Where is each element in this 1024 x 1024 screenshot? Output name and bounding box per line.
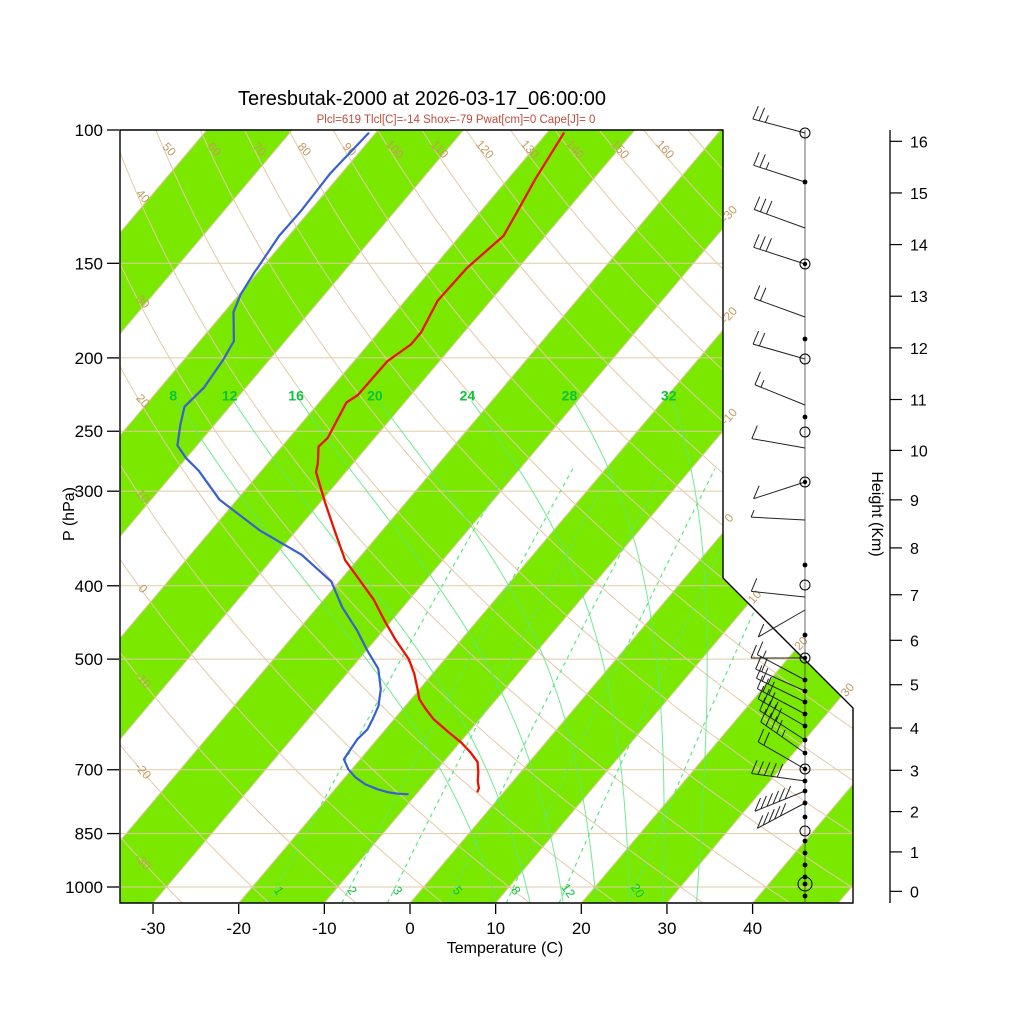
svg-text:3: 3 — [910, 763, 919, 780]
svg-text:30: 30 — [657, 919, 676, 938]
svg-text:200: 200 — [75, 349, 103, 368]
svg-text:20: 20 — [628, 881, 647, 900]
axes: -30 -20 -10 0 10 20 30 401001502002503004005007… — [65, 121, 928, 938]
chart-subtitle: Plcl=619 Tlcl[C]=-14 Shox=-79 Pwat[cm]=0… — [316, 114, 596, 126]
svg-text:120: 120 — [473, 137, 497, 161]
svg-text:-10: -10 — [312, 919, 337, 938]
svg-text:700: 700 — [75, 761, 103, 780]
svg-text:160: 160 — [653, 137, 677, 161]
svg-text:20: 20 — [367, 388, 383, 404]
svg-text:8: 8 — [169, 388, 177, 404]
svg-text:7: 7 — [910, 588, 919, 605]
svg-text:850: 850 — [75, 825, 103, 844]
svg-text:-20: -20 — [718, 304, 740, 326]
svg-text:0: 0 — [405, 919, 414, 938]
svg-text:5: 5 — [910, 678, 919, 695]
svg-text:250: 250 — [75, 422, 103, 441]
svg-text:12: 12 — [222, 388, 238, 404]
svg-text:14: 14 — [910, 238, 928, 255]
svg-text:2: 2 — [344, 884, 359, 898]
svg-text:16: 16 — [288, 388, 304, 404]
svg-text:50: 50 — [160, 140, 180, 160]
svg-text:13: 13 — [910, 289, 928, 306]
svg-text:0: 0 — [910, 884, 919, 901]
svg-text:40: 40 — [743, 919, 762, 938]
svg-text:100: 100 — [75, 121, 103, 140]
svg-text:12: 12 — [910, 341, 928, 358]
svg-text:16: 16 — [910, 134, 928, 151]
svg-text:20: 20 — [572, 919, 591, 938]
svg-text:0: 0 — [722, 511, 737, 526]
svg-text:1000: 1000 — [65, 878, 103, 897]
page-title: Teresbutak-2000 at 2026-03-17_06:00:00 — [237, 88, 607, 110]
svg-text:-30: -30 — [141, 919, 166, 938]
svg-text:32: 32 — [661, 388, 677, 404]
temperature-curve — [314, 132, 565, 793]
plot-frame — [119, 129, 854, 904]
svg-text:300: 300 — [75, 482, 103, 501]
svg-text:9: 9 — [910, 493, 919, 510]
svg-text:400: 400 — [75, 577, 103, 596]
x-axis-title: Temperature (C) — [446, 940, 564, 957]
svg-text:10: 10 — [486, 919, 505, 938]
svg-text:0: 0 — [136, 582, 151, 597]
svg-text:24: 24 — [460, 388, 476, 404]
svg-text:1: 1 — [910, 845, 919, 862]
svg-text:28: 28 — [562, 388, 578, 404]
svg-text:3: 3 — [390, 884, 405, 898]
svg-text:10: 10 — [910, 443, 928, 460]
svg-text:6: 6 — [910, 633, 919, 650]
svg-text:4: 4 — [910, 721, 919, 738]
svg-text:15: 15 — [910, 186, 928, 203]
height-axis-title: Height (Km) — [868, 471, 885, 557]
svg-text:80: 80 — [295, 140, 315, 160]
svg-text:150: 150 — [75, 254, 103, 273]
wind-barb-column — [750, 105, 813, 903]
svg-text:-20: -20 — [226, 919, 251, 938]
svg-text:12: 12 — [558, 881, 577, 900]
svg-text:2: 2 — [910, 805, 919, 822]
svg-text:8: 8 — [910, 541, 919, 558]
pressure-axis-title: P (hPa) — [61, 487, 78, 541]
svg-text:11: 11 — [910, 393, 927, 410]
svg-text:500: 500 — [75, 650, 103, 669]
dewpoint-curve — [176, 132, 409, 796]
